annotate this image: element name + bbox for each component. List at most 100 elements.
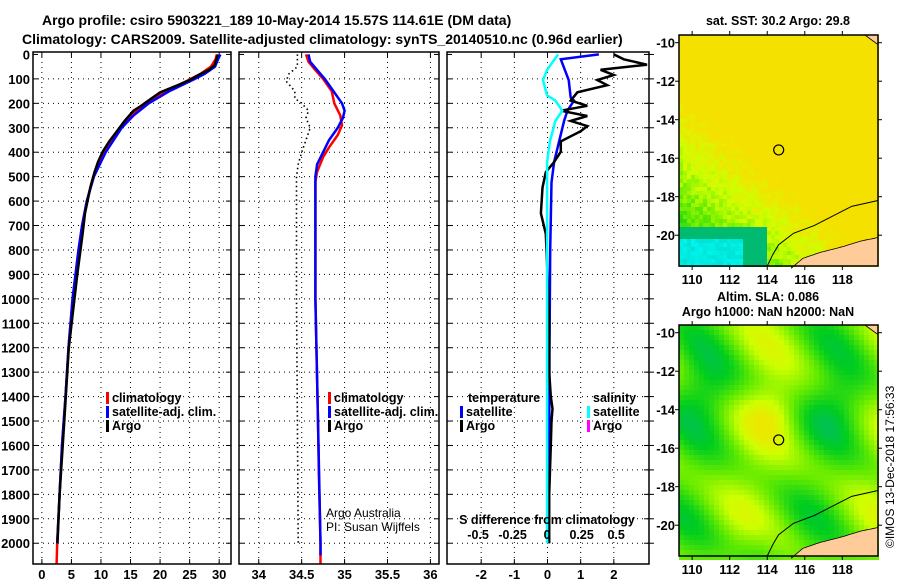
map-cell xyxy=(774,395,779,400)
map-cell xyxy=(807,243,811,247)
map-cell xyxy=(849,420,854,425)
map-cell xyxy=(859,211,863,215)
map-cell xyxy=(719,83,723,87)
map-cell xyxy=(739,239,743,243)
map-cell xyxy=(835,107,839,111)
map-cell xyxy=(811,215,815,219)
map-cell xyxy=(703,191,707,195)
map-cell xyxy=(754,500,759,505)
map-cell xyxy=(779,87,783,91)
map-cell xyxy=(783,79,787,83)
map-cell xyxy=(779,515,784,520)
map-cell xyxy=(759,345,764,350)
map-cell xyxy=(683,87,687,91)
map-cell xyxy=(695,59,699,63)
map-cell xyxy=(749,500,754,505)
map-cell xyxy=(831,111,835,115)
map-cell xyxy=(791,103,795,107)
map-cell xyxy=(694,395,699,400)
map-cell xyxy=(754,455,759,460)
map-cell xyxy=(854,370,859,375)
map-cell xyxy=(679,259,683,263)
map-cell xyxy=(775,203,779,207)
map-cell xyxy=(744,340,749,345)
map-cell xyxy=(795,159,799,163)
map-cell xyxy=(679,175,683,179)
map-cell xyxy=(787,259,791,263)
map-cell xyxy=(767,79,771,83)
map-cell xyxy=(739,263,743,267)
map-cell xyxy=(734,490,739,495)
map-cell xyxy=(689,470,694,475)
map-cell xyxy=(694,405,699,410)
map-cell xyxy=(694,480,699,485)
map-cell xyxy=(824,340,829,345)
map-cell xyxy=(835,63,839,67)
map-cell xyxy=(791,99,795,103)
map-cell xyxy=(823,115,827,119)
map-cell xyxy=(723,83,727,87)
map-cell xyxy=(871,131,875,135)
map-cell xyxy=(775,155,779,159)
map-cell xyxy=(815,47,819,51)
map-cell xyxy=(711,199,715,203)
map-cell xyxy=(843,167,847,171)
map-cell xyxy=(689,405,694,410)
map-cell xyxy=(704,400,709,405)
map-cell xyxy=(809,380,814,385)
map-cell xyxy=(709,530,714,535)
map-cell xyxy=(875,127,879,131)
map-cell xyxy=(695,223,699,227)
map-cell xyxy=(679,127,683,131)
map-cell xyxy=(855,207,859,211)
map-cell xyxy=(724,405,729,410)
map-cell xyxy=(849,525,854,530)
map-cell xyxy=(679,43,683,47)
map-cell xyxy=(687,163,691,167)
map-cell xyxy=(854,335,859,340)
map-cell xyxy=(689,545,694,550)
map-cell xyxy=(803,203,807,207)
map-cell xyxy=(795,183,799,187)
map-cell xyxy=(834,525,839,530)
map-cell xyxy=(694,410,699,415)
map-cell xyxy=(789,510,794,515)
map-cell xyxy=(699,111,703,115)
map-cell xyxy=(739,183,743,187)
map-cell xyxy=(771,171,775,175)
map-cell xyxy=(775,167,779,171)
map-cell xyxy=(854,375,859,380)
map-cell xyxy=(679,187,683,191)
map-cell xyxy=(867,107,871,111)
map-cell xyxy=(794,415,799,420)
map-cell xyxy=(764,425,769,430)
map-cell xyxy=(747,163,751,167)
map-cell xyxy=(839,171,843,175)
map-cell xyxy=(823,203,827,207)
map-cell xyxy=(819,425,824,430)
map-cell xyxy=(767,207,771,211)
map-cell xyxy=(775,59,779,63)
map-cell xyxy=(743,115,747,119)
map-cell xyxy=(751,147,755,151)
map-cell xyxy=(687,167,691,171)
map-cell xyxy=(699,211,703,215)
map-cell xyxy=(764,555,769,560)
map-cell xyxy=(807,227,811,231)
map-cell xyxy=(727,151,731,155)
map-cell xyxy=(875,235,879,239)
map-cell xyxy=(755,83,759,87)
map-cell xyxy=(843,163,847,167)
map-cell xyxy=(839,223,843,227)
map-cell xyxy=(754,555,759,560)
map-cell xyxy=(679,430,684,435)
map-cell xyxy=(775,95,779,99)
map-cell xyxy=(855,79,859,83)
map-cell xyxy=(815,39,819,43)
map-cell xyxy=(684,430,689,435)
map-cell xyxy=(703,143,707,147)
map-cell xyxy=(804,410,809,415)
map-cell xyxy=(803,155,807,159)
map-cell xyxy=(809,350,814,355)
map-cell xyxy=(809,475,814,480)
